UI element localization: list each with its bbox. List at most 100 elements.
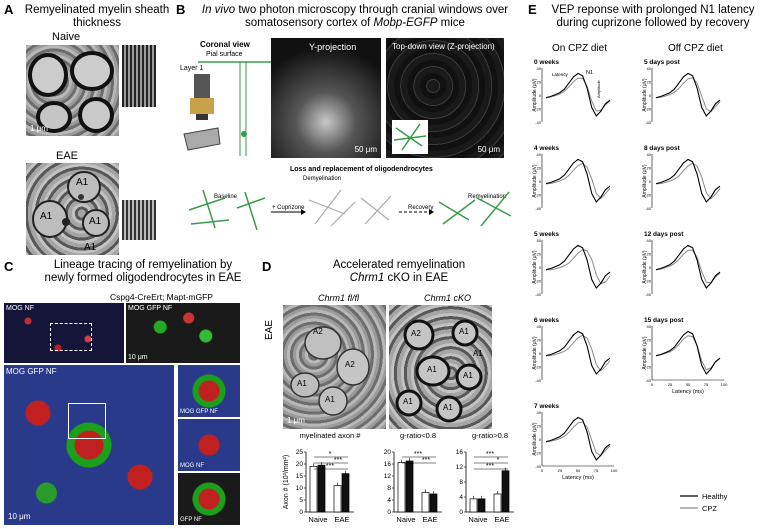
y-tick-label: 8 — [459, 479, 463, 486]
vep-x-tick-label: 50 — [686, 382, 691, 387]
vep-time-label: 6 weeks — [534, 317, 559, 324]
vep-cpz-trace — [655, 77, 721, 113]
vep-y-tick-label: 0 — [649, 179, 652, 184]
vep-y-tick-label: -40 — [645, 120, 652, 125]
y-axis-label: Axon # (10³/mm²) — [283, 455, 290, 509]
significance-mark: *** — [422, 457, 430, 464]
col-cko-label: Chrm1 cKO — [424, 293, 472, 303]
eae-axon-label-1: A1 — [76, 177, 89, 188]
bar — [429, 493, 438, 513]
vep-y-tick-label: -40 — [535, 120, 542, 125]
x-category-label: EAE — [422, 515, 437, 524]
vep-y-tick-label: -40 — [535, 292, 542, 297]
y-tick-label: 15 — [296, 473, 304, 480]
split-merge-label: MOG GFP NF — [180, 409, 218, 415]
flfl-axon-4: A1 — [325, 395, 335, 404]
off-cpz-label: Off CPZ diet — [668, 43, 723, 54]
bar — [493, 493, 502, 513]
vep-x-tick-label: 100 — [721, 382, 728, 387]
vep-y-tick-label: 0 — [539, 437, 542, 442]
vep-y-tick-label: 0 — [539, 179, 542, 184]
oligodendrocyte-schematic — [188, 189, 512, 231]
naive-inset-image — [122, 45, 156, 107]
vep-y-tick-label: 20 — [647, 252, 652, 257]
vep-y-axis-label: Amplitude (μV) — [642, 78, 648, 112]
vep-healthy-trace — [545, 244, 611, 289]
vep-y-tick-label: 20 — [647, 338, 652, 343]
y-tick-label: 0 — [299, 509, 303, 516]
y-tick-label: 12 — [456, 464, 464, 471]
vep-time-label: 4 weeks — [534, 145, 559, 152]
lineage-overview-image: MOG NF — [4, 303, 124, 363]
vep-y-axis-label: Amplitude (μV) — [532, 78, 538, 112]
vep-time-label: 0 weeks — [534, 59, 559, 66]
split-merge-image: MOG GFP NF — [178, 365, 240, 417]
vep-y-tick-label: 40 — [647, 238, 652, 243]
flfl-axon-2: A2 — [345, 360, 355, 369]
y-projection-image: Y-projection 50 μm — [271, 38, 381, 158]
vep-y-tick-label: -20 — [645, 365, 652, 370]
split-gfp-label: GFP NF — [180, 517, 202, 523]
y-tick-label: 5 — [299, 497, 303, 504]
vep-x-axis-label: Latency (ms) — [672, 389, 704, 395]
vep-y-axis-label: Amplitude (μV) — [532, 336, 538, 370]
vep-healthy-trace — [655, 72, 721, 117]
vep-time-label: 5 weeks — [534, 231, 559, 238]
vep-healthy-trace — [545, 416, 611, 461]
bar — [341, 473, 350, 513]
loss-title: Loss and replacement of oligodendrocytes — [290, 166, 433, 173]
vep-y-tick-label: 40 — [537, 324, 542, 329]
vep-cpz-trace — [655, 162, 721, 200]
vep-y-tick-label: 20 — [537, 424, 542, 429]
vep-y-tick-label: -20 — [535, 365, 542, 370]
bar — [477, 498, 486, 513]
vep-cpz-trace — [655, 335, 721, 371]
overview-channel-label: MOG NF — [6, 305, 34, 312]
vep-x-axis-label: Latency (ms) — [562, 475, 594, 481]
vep-y-tick-label: 40 — [537, 410, 542, 415]
vep-y-tick-label: 20 — [647, 166, 652, 171]
eae-axon-label-4: A1 — [84, 242, 97, 253]
y-tick-label: 4 — [459, 494, 463, 501]
vep-y-tick-label: 0 — [649, 265, 652, 270]
vep-x-tick-label: 75 — [594, 468, 599, 473]
zoom-scale-label: 10 μm — [128, 354, 148, 361]
naive-scale-label: 1 μm — [30, 124, 48, 133]
z-projection-scale: 50 μm — [477, 145, 500, 154]
cuprizone-label: + Cuprizone — [272, 205, 305, 211]
overview-roi-box — [50, 323, 92, 351]
eae-axon-label-3: A1 — [89, 216, 102, 227]
vep-y-tick-label: 40 — [537, 152, 542, 157]
vep-y-tick-label: -40 — [645, 378, 652, 383]
main-roi-box — [68, 403, 106, 439]
vep-y-tick-label: -40 — [535, 464, 542, 469]
vep-y-tick-label: 0 — [539, 351, 542, 356]
y-projection-label: Y-projection — [309, 42, 357, 52]
zoom-channel-label: MOG GFP NF — [128, 305, 173, 312]
vep-y-tick-label: -20 — [645, 279, 652, 284]
vep-y-tick-label: 40 — [647, 152, 652, 157]
vep-y-tick-label: 40 — [647, 66, 652, 71]
vep-y-tick-label: -40 — [535, 378, 542, 383]
vep-cpz-trace — [655, 249, 721, 284]
vep-y-axis-label: Amplitude (μV) — [642, 336, 648, 370]
vep-amplitude-annotation: Amplitude — [596, 79, 601, 98]
bar — [333, 485, 342, 513]
y-tick-label: 25 — [296, 449, 304, 456]
panel-c-genotype: Cspg4-CreErt; Mapt-mGFP — [110, 292, 213, 302]
vep-y-tick-label: 0 — [649, 93, 652, 98]
vep-y-tick-label: 40 — [537, 66, 542, 71]
y-tick-label: 0 — [387, 509, 391, 516]
flfl-axon-1: A2 — [313, 327, 323, 336]
panel-b-title: In vivo two photon microscopy through cr… — [201, 4, 509, 29]
vep-time-label: 12 days post — [644, 231, 684, 238]
y-tick-label: 8 — [387, 485, 391, 492]
vep-y-tick-label: 0 — [539, 93, 542, 98]
significance-mark: *** — [414, 451, 422, 458]
vep-time-label: 8 days post — [644, 145, 681, 152]
vep-y-tick-label: -20 — [535, 451, 542, 456]
vep-x-tick-label: 100 — [611, 468, 618, 473]
significance-mark: * — [329, 451, 332, 458]
vep-y-axis-label: Amplitude (μV) — [642, 250, 648, 284]
x-category-label: EAE — [334, 515, 349, 524]
